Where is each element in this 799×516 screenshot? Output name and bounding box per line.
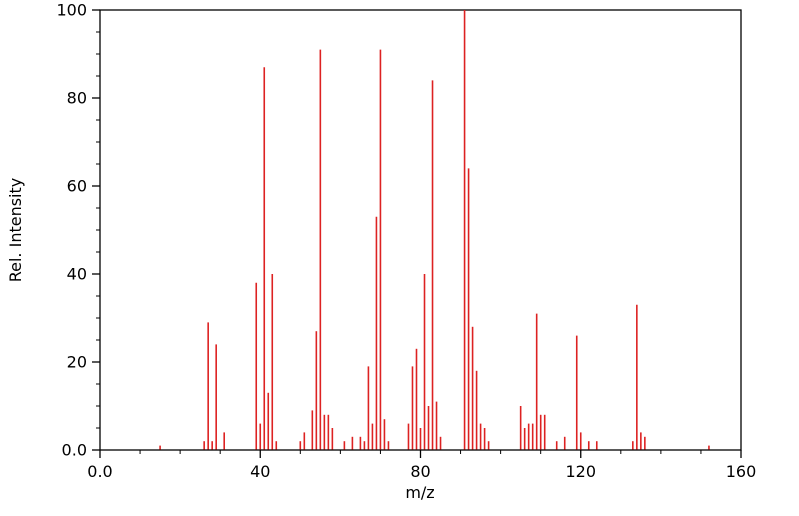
plot-frame-layer bbox=[99, 9, 742, 451]
x-tick-label: 160 bbox=[726, 462, 757, 481]
y-tick-label: 20 bbox=[67, 353, 87, 372]
x-tick-label: 80 bbox=[410, 462, 430, 481]
y-tick-label: 80 bbox=[67, 89, 87, 108]
axis-ticks-layer: 0.0 40 80 120 160 0.0 20 40 60 80 100 bbox=[56, 1, 756, 482]
y-tick-label: 40 bbox=[67, 265, 87, 284]
x-tick-label: 0.0 bbox=[87, 462, 112, 481]
y-tick-label: 60 bbox=[67, 177, 87, 196]
y-tick-label: 100 bbox=[56, 1, 87, 20]
x-tick-label: 40 bbox=[250, 462, 270, 481]
x-axis-title: m/z bbox=[405, 483, 434, 502]
x-tick-label: 120 bbox=[565, 462, 596, 481]
spectrum-peaks-layer bbox=[159, 10, 710, 450]
y-axis-title: Rel. Intensity bbox=[6, 178, 25, 283]
plot-frame bbox=[99, 9, 742, 451]
y-tick-label: 0.0 bbox=[62, 441, 87, 460]
